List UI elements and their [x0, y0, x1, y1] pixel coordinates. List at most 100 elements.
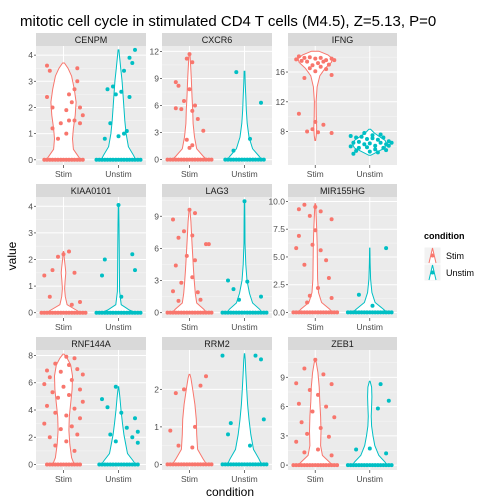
violin-cxcr6-unstim [226, 70, 263, 161]
data-point [204, 374, 208, 379]
data-point [72, 87, 77, 92]
data-point [299, 420, 304, 425]
data-point [316, 286, 320, 290]
data-point [187, 207, 192, 212]
strip-label-cxcr6: CXCR6 [202, 35, 233, 45]
data-point [72, 356, 77, 361]
data-point [113, 92, 118, 97]
data-point [138, 157, 143, 162]
data-point [47, 462, 52, 467]
strip-label-cenpm: CENPM [75, 35, 108, 45]
data-point [356, 292, 361, 297]
data-point [119, 89, 124, 94]
legend-key-stim: Stim [423, 246, 464, 265]
data-point [223, 462, 228, 467]
data-point [122, 131, 126, 136]
strip-rrm2 [162, 337, 272, 350]
y-tick-label: 5.0 [273, 252, 285, 262]
data-point [365, 137, 369, 141]
data-point [69, 378, 74, 382]
data-point [182, 229, 186, 234]
data-point [307, 66, 312, 71]
data-point [124, 425, 129, 430]
data-point [45, 462, 49, 467]
violin-rrm2-stim [171, 373, 208, 465]
data-point [100, 397, 104, 402]
data-point [97, 462, 102, 467]
data-point [78, 300, 82, 304]
data-point [56, 395, 60, 400]
y-tick-label: 2 [28, 254, 33, 264]
y-tick-label: 3 [28, 228, 33, 238]
x-tick-label: Stim [307, 169, 324, 179]
data-point [198, 297, 203, 302]
data-point [190, 275, 195, 280]
x-tick-label: Unstim [231, 322, 257, 332]
data-point [321, 372, 326, 377]
y-tick-label: 16 [276, 67, 286, 77]
y-tick-label: 0 [280, 460, 285, 470]
violin-mir155hg-unstim [351, 247, 389, 313]
violin-rnf144a-unstim [100, 386, 137, 465]
data-point [173, 310, 178, 315]
data-point [329, 453, 334, 458]
data-point [370, 136, 375, 141]
data-point [373, 143, 378, 148]
data-point [78, 121, 82, 126]
data-point [119, 462, 124, 467]
data-point [193, 424, 197, 429]
data-point [365, 310, 369, 315]
data-point [130, 462, 135, 467]
data-point [261, 157, 266, 162]
y-tick-label: 7.5 [273, 224, 285, 234]
data-point [42, 273, 47, 278]
data-point [201, 128, 206, 133]
data-point [195, 310, 200, 315]
x-tick-label: Unstim [105, 169, 131, 179]
plot-area-kiaa0101 [36, 197, 146, 318]
x-tick-label: Unstim [105, 474, 131, 484]
data-point [165, 310, 170, 315]
data-point [201, 157, 206, 162]
data-point [135, 462, 140, 467]
data-point [58, 310, 63, 315]
data-point [223, 157, 228, 162]
data-point [375, 310, 380, 315]
data-point [378, 140, 383, 145]
violin-zeb1-unstim [351, 380, 388, 466]
data-point [256, 157, 261, 162]
data-point [294, 463, 299, 468]
data-point [193, 103, 197, 108]
data-point [58, 462, 63, 467]
data-point [234, 70, 239, 75]
data-point [64, 108, 69, 113]
data-point [248, 443, 252, 448]
y-tick-label: 0.0 [273, 307, 285, 317]
data-point [190, 60, 195, 65]
data-point [173, 263, 178, 268]
data-point [381, 145, 386, 150]
data-point [348, 310, 353, 315]
data-point [302, 76, 307, 80]
data-point [53, 361, 58, 366]
data-point [294, 439, 299, 444]
data-point [168, 310, 173, 315]
data-point [389, 140, 394, 145]
data-point [64, 354, 69, 359]
data-point [351, 151, 356, 156]
data-point [316, 392, 320, 397]
data-point [193, 258, 197, 263]
data-point [378, 132, 383, 137]
strip-zeb1 [288, 337, 397, 350]
data-point [206, 242, 211, 247]
data-point [80, 157, 85, 162]
data-point [50, 105, 55, 110]
data-point [362, 131, 367, 135]
data-point [220, 353, 225, 358]
data-point [316, 447, 320, 452]
data-point [313, 205, 318, 209]
data-point [42, 157, 47, 162]
data-point [305, 431, 310, 436]
data-point [94, 157, 99, 162]
data-point [256, 310, 261, 315]
